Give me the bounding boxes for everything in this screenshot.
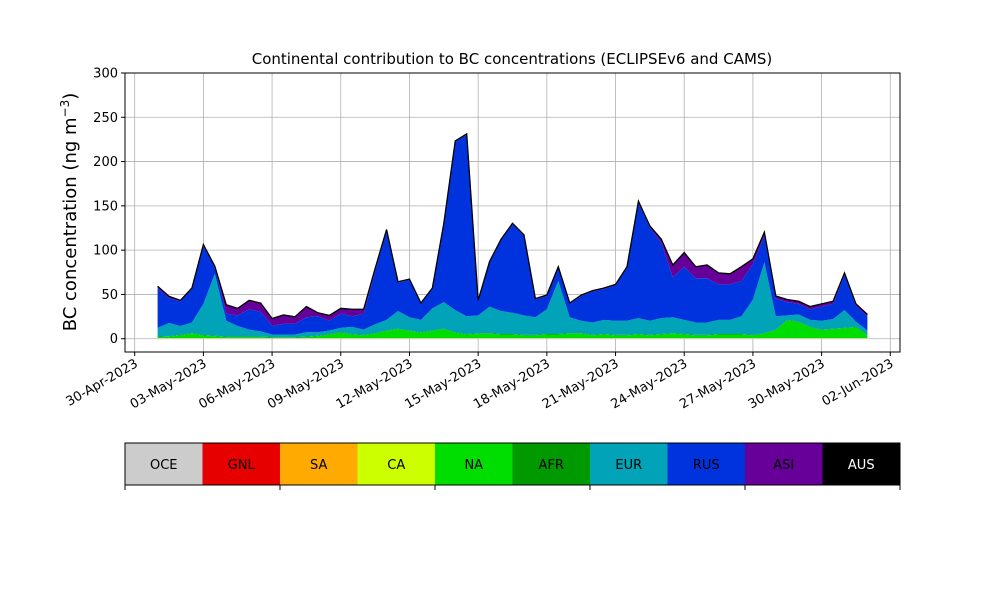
- plot-area: 05010015020025030030-Apr-202303-May-2023…: [64, 67, 901, 412]
- y-tick-label: 250: [93, 111, 118, 126]
- legend-swatch-ca: [357, 443, 435, 485]
- legend-label-na: NA: [464, 458, 483, 473]
- x-tick-label: 06-May-2023: [196, 356, 278, 412]
- y-axis-label-text: BC concentration (ng m: [60, 117, 81, 331]
- x-tick-label: 12-May-2023: [334, 356, 416, 412]
- area-eur: [157, 262, 868, 338]
- y-tick-label: 50: [101, 288, 118, 303]
- legend-label-ca: CA: [387, 458, 405, 473]
- x-tick-label: 15-May-2023: [402, 356, 484, 412]
- y-axis-label: BC concentration (ng m−3): [58, 93, 81, 332]
- y-tick-label: 0: [110, 332, 118, 347]
- y-tick-label: 200: [93, 155, 118, 170]
- legend-label-aus: AUS: [848, 458, 875, 473]
- y-tick-label: 150: [93, 199, 118, 214]
- legend-frame: [124, 442, 901, 486]
- legend-label-gnl: GNL: [228, 458, 256, 473]
- legend-swatch-afr: [512, 443, 590, 485]
- legend-colorbar: OCE GNL SA CA NA AFR EUR RUS ASI AUS: [124, 442, 901, 490]
- x-tick-label: 03-May-2023: [128, 356, 210, 412]
- y-axis-label-close: ): [60, 93, 81, 100]
- legend-label-sa: SA: [310, 458, 327, 473]
- y-tick-label: 100: [93, 244, 118, 259]
- x-tick-label: 21-May-2023: [540, 356, 622, 412]
- x-tick-label: 18-May-2023: [471, 356, 553, 412]
- axes-frame: [124, 72, 901, 353]
- y-tick-label: 300: [93, 67, 118, 82]
- legend-swatch-rus: [667, 443, 745, 485]
- x-tick-label: 09-May-2023: [265, 356, 347, 412]
- area-asi: [157, 133, 868, 326]
- x-tick-label: 30-May-2023: [746, 356, 828, 412]
- legend-label-afr: AFR: [539, 458, 564, 473]
- legend-swatch-asi: [745, 443, 823, 485]
- area-rus: [157, 134, 868, 335]
- legend-swatch-aus: [822, 443, 900, 485]
- legend-swatch-na: [435, 443, 513, 485]
- legend-label-rus: RUS: [693, 458, 720, 473]
- area-afr: [157, 319, 868, 338]
- legend-label-eur: EUR: [615, 458, 642, 473]
- chart-title: Continental contribution to BC concentra…: [252, 50, 773, 68]
- legend-swatch-eur: [590, 443, 668, 485]
- legend-swatch-sa: [280, 443, 358, 485]
- total-outline: [157, 132, 868, 320]
- legend-label-asi: ASI: [773, 458, 794, 473]
- x-tick-label: 24-May-2023: [609, 356, 691, 412]
- x-tick-label: 27-May-2023: [677, 356, 759, 412]
- x-tick-label: 02-Jun-2023: [819, 356, 896, 409]
- legend-label-oce: OCE: [150, 458, 178, 473]
- legend-swatch-oce: [125, 443, 203, 485]
- y-axis-label-exponent: −3: [58, 100, 72, 118]
- legend-swatch-gnl: [202, 443, 280, 485]
